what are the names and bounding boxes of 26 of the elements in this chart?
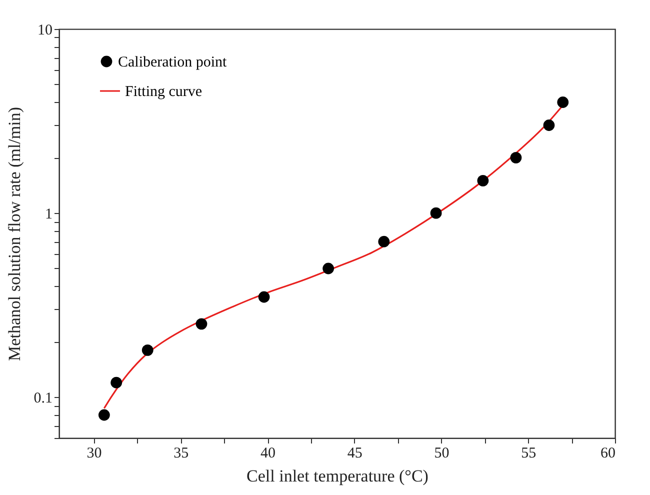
y-axis-title: Methanol solution flow rate (ml/min) [4,106,24,362]
point [430,207,442,219]
point [98,409,110,421]
legend-label: Fitting curve [125,84,202,100]
x-tick-label: 30 [86,446,102,462]
x-tick-label: 50 [434,446,450,462]
x-tick-label: 60 [600,446,616,462]
x-tick-label: 55 [521,446,536,462]
point [557,96,569,108]
point [378,236,390,248]
y-tick-label: 10 [38,22,52,38]
point [142,344,154,356]
point [322,262,334,274]
x-axis-title: Cell inlet temperature (°C) [246,466,428,486]
legend-label: Caliberation point [118,54,228,70]
point [196,318,208,330]
point [258,291,270,303]
point [477,174,489,186]
y-tick-label: 0.1 [34,390,52,407]
x-tick-label: 35 [174,446,189,462]
x-tick-label: 40 [260,446,276,462]
y-tick-label: 1 [45,206,52,223]
point [110,376,122,388]
point [510,152,522,164]
x-tick-label: 45 [347,446,362,462]
point [543,120,555,131]
